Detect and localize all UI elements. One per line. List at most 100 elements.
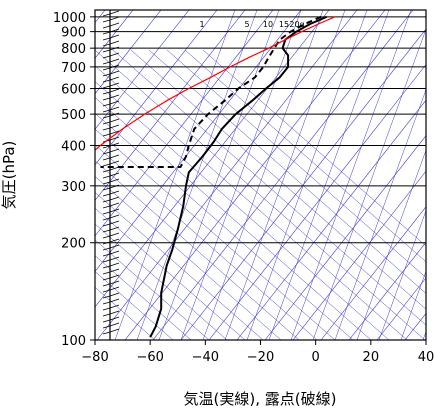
- wind-barb: [102, 79, 111, 83]
- wind-barb: [102, 211, 111, 215]
- y-tick-label: 700: [61, 61, 86, 76]
- adiabat-line: [404, 312, 426, 340]
- wind-barb: [109, 136, 120, 141]
- wind-barb: [102, 259, 111, 263]
- moist-adiabat-line: [166, 49, 426, 278]
- moist-adiabat-line: [148, 49, 426, 294]
- mixing-ratio-label: 15: [279, 20, 289, 29]
- wind-barb: [102, 91, 111, 95]
- adiabat-line: [95, 10, 218, 166]
- wind-barb: [102, 61, 111, 65]
- wind-barb: [102, 199, 111, 203]
- moist-adiabat-line: [95, 65, 408, 340]
- wind-barb: [109, 148, 120, 153]
- wind-barb: [109, 298, 120, 303]
- wind-barb: [109, 10, 120, 15]
- wind-barb: [109, 316, 120, 321]
- wind-barb: [109, 208, 120, 213]
- mixing-ratio-line: [136, 10, 258, 340]
- wind-barb: [102, 43, 111, 47]
- wind-barb: [102, 175, 111, 179]
- moist-adiabat-line: [95, 97, 372, 340]
- wind-barb: [109, 268, 120, 273]
- wind-barb: [109, 202, 120, 207]
- wind-barb: [109, 262, 120, 267]
- wind-barb: [102, 307, 111, 311]
- wind-barbs: [102, 10, 120, 340]
- moist-adiabat-line: [95, 255, 192, 340]
- moist-adiabat-line: [95, 49, 426, 340]
- mixing-ratio-label: 5: [244, 20, 249, 29]
- adiabat-line: [348, 241, 426, 340]
- wind-barb: [109, 154, 120, 159]
- y-tick-label: 600: [61, 83, 86, 98]
- y-tick-label: 800: [61, 42, 86, 57]
- adiabat-line: [376, 277, 426, 340]
- wind-barb: [109, 322, 120, 327]
- wind-barb: [102, 157, 111, 161]
- wind-barb: [102, 13, 111, 17]
- mixing-ratio-line: [268, 10, 390, 340]
- y-tick-label: 500: [61, 108, 86, 123]
- wind-barb: [102, 151, 111, 155]
- mixing-ratio-label: 1: [199, 20, 204, 29]
- wind-barb: [102, 229, 111, 233]
- moist-adiabat-line: [202, 49, 426, 247]
- moist-adiabat-line: [95, 239, 210, 340]
- mixing-ratio-line: [356, 149, 426, 340]
- wind-barb: [102, 253, 111, 257]
- wind-barb: [109, 82, 120, 87]
- moist-adiabat-line: [95, 112, 354, 340]
- wind-barb: [102, 169, 111, 173]
- mixing-ratio-labels: 1 5 10 15 20g: [199, 20, 304, 29]
- moist-adiabat-line: [95, 286, 156, 340]
- y-tick-label: 400: [61, 139, 86, 154]
- wind-barb: [102, 49, 111, 53]
- wind-barb: [109, 40, 120, 45]
- wind-barb: [109, 214, 120, 219]
- wind-barb: [109, 190, 120, 195]
- wind-barb: [102, 97, 111, 101]
- wind-barb: [109, 238, 120, 243]
- wind-barb: [102, 115, 111, 119]
- x-tick-label: −80: [81, 350, 108, 365]
- moist-adiabat-line: [95, 128, 336, 340]
- wind-barb: [109, 178, 120, 183]
- mixing-ratio-label: 20g: [289, 20, 304, 29]
- moist-adiabat-line: [95, 160, 300, 340]
- x-axis-title: 気温(実線), 露点(破線): [184, 390, 337, 408]
- pressure-gridlines: [95, 16, 426, 340]
- x-tick-label: 40: [418, 350, 435, 365]
- mixing-ratio-line: [224, 10, 346, 340]
- wind-barb: [109, 70, 120, 75]
- wind-barb: [109, 292, 120, 297]
- wind-barb: [102, 301, 111, 305]
- wind-barb: [109, 220, 120, 225]
- wind-barb: [102, 103, 111, 107]
- wind-barb: [109, 34, 120, 39]
- mixing-ratio-line: [378, 210, 426, 340]
- moist-adiabat-line: [184, 49, 426, 263]
- moist-adiabat-line: [95, 81, 390, 340]
- wind-barb: [109, 106, 120, 111]
- dewpoint-line: [100, 15, 322, 168]
- wind-barb: [109, 28, 120, 33]
- wind-barb: [109, 232, 120, 237]
- wind-barb: [109, 166, 120, 171]
- moist-adiabat-line: [95, 207, 246, 340]
- wind-barb: [102, 133, 111, 137]
- adiabat-line: [152, 10, 414, 340]
- wind-barb: [102, 55, 111, 59]
- wind-barb: [109, 250, 120, 255]
- moist-adiabat-line: [95, 192, 264, 340]
- wind-barb: [102, 163, 111, 167]
- wind-barb: [102, 295, 111, 299]
- y-tick-label: 200: [61, 237, 86, 252]
- adiabat-line: [96, 10, 358, 340]
- wind-barb: [102, 19, 111, 23]
- mixing-ratio-line: [422, 331, 426, 340]
- wind-barb: [109, 94, 120, 99]
- wind-barb: [102, 319, 111, 323]
- adiabat-line: [95, 10, 246, 201]
- y-tick-label: 300: [61, 180, 86, 195]
